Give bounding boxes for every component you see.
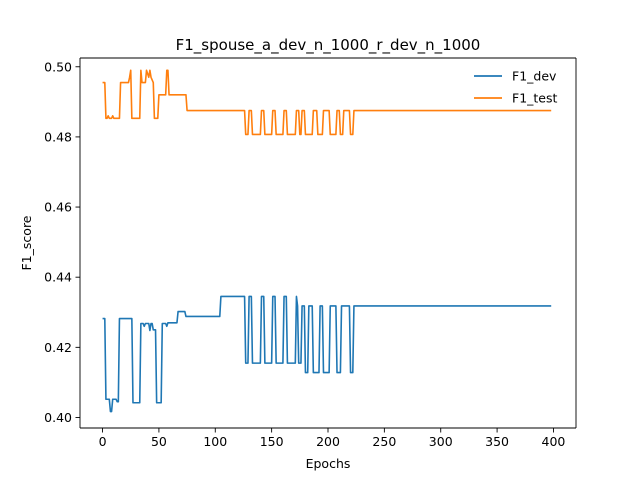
x-tick-label: 0 bbox=[99, 434, 107, 449]
y-tick-label: 0.50 bbox=[44, 59, 72, 74]
series-line-f1-dev bbox=[102, 295, 552, 413]
x-tick-label: 400 bbox=[542, 434, 566, 449]
y-tick-label: 0.46 bbox=[44, 200, 72, 215]
x-tick-label: 150 bbox=[260, 434, 284, 449]
x-tick-label: 350 bbox=[485, 434, 509, 449]
legend-label: F1_test bbox=[512, 91, 557, 106]
series-line-f1-test bbox=[102, 69, 552, 136]
y-axis-ticks: 0.40 0.42 0.44 0.46 0.48 0.50 bbox=[44, 59, 80, 425]
x-tick-label: 250 bbox=[372, 434, 396, 449]
x-axis-ticks: 0 50 100 150 200 250 300 350 400 bbox=[99, 428, 566, 449]
x-tick-label: 300 bbox=[429, 434, 453, 449]
legend-label: F1_dev bbox=[512, 69, 557, 84]
x-tick-label: 200 bbox=[316, 434, 340, 449]
y-tick-label: 0.44 bbox=[44, 270, 72, 285]
y-tick-label: 0.42 bbox=[44, 340, 72, 355]
y-axis-label: F1_score bbox=[19, 215, 34, 270]
x-tick-label: 50 bbox=[151, 434, 167, 449]
y-tick-label: 0.48 bbox=[44, 129, 72, 144]
legend: F1_dev F1_test bbox=[474, 69, 557, 106]
plot-area bbox=[80, 58, 576, 428]
x-tick-label: 100 bbox=[203, 434, 227, 449]
chart-title: F1_spouse_a_dev_n_1000_r_dev_n_1000 bbox=[176, 36, 481, 55]
x-axis-label: Epochs bbox=[306, 456, 351, 471]
series-layer bbox=[102, 69, 552, 413]
y-tick-label: 0.40 bbox=[44, 410, 72, 425]
